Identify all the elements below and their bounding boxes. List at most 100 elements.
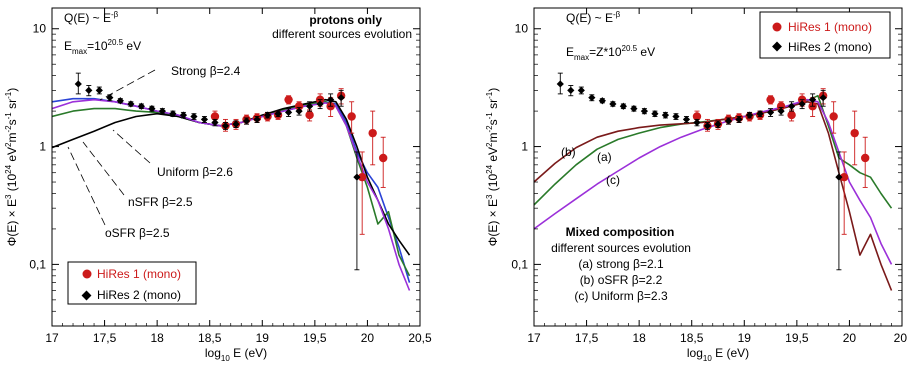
right-point-hires2-10: [661, 111, 670, 119]
left-xtick-label-0: 17: [45, 331, 59, 345]
right-ytick-label-2: 10: [515, 22, 529, 36]
right-note-c: (c) Uniform β=2.3: [574, 289, 668, 303]
legend-label-hires2-r: HiRes 2 (mono): [788, 40, 872, 54]
left-point-hires1-15: [368, 128, 377, 138]
left-point-hires2-25: [337, 94, 345, 102]
left-point-hires2-3: [106, 94, 114, 102]
right-plot-marks: [534, 72, 893, 291]
left-xtick-label-7: 20,5: [408, 331, 432, 345]
right-y-axis-title: Φ(E) × E3 (1024 eV2m-2s-1 sr-1): [485, 88, 500, 246]
pointer-uniform: [112, 129, 151, 164]
left-point-hires2-8: [158, 107, 166, 115]
right-plot-frame: [533, 7, 903, 327]
left-point-hires1-13: [347, 112, 356, 121]
right-xtick-label-6: 20: [843, 331, 857, 345]
right-point-hires2-12: [682, 115, 691, 124]
left-point-hires2-24: [327, 96, 335, 104]
left-point-hires2-20: [284, 108, 293, 116]
right-point-hires2-26: [835, 173, 843, 181]
pointer-osfr: [67, 146, 106, 226]
left-curve-1: [52, 101, 411, 277]
right-point-hires2-5: [609, 100, 617, 108]
right-point-hires1-7: [766, 95, 775, 104]
curve-label-strong: Strong β=2.4: [171, 64, 241, 78]
left-plot-frame: [51, 7, 421, 327]
right-heading: Mixed composition: [566, 225, 675, 239]
left-point-hires1-14: [357, 172, 367, 182]
curve-label-nsfr: nSFR β=2.5: [128, 195, 193, 209]
right-xtick-label-2: 18: [632, 331, 646, 345]
left-xtick-label-1: 17,5: [93, 331, 117, 345]
left-emax: Emax=1020.5 eV: [64, 38, 141, 56]
right-clipped-marks: [534, 72, 893, 291]
left-point-hires2-23: [316, 100, 324, 108]
legend-marker-hires1-r: [772, 22, 782, 32]
left-point-hires2-1: [85, 86, 93, 94]
right-legend-box: [759, 11, 891, 59]
right-point-hires2-2: [577, 86, 585, 94]
left-point-hires1-8: [294, 102, 304, 111]
right-point-hires2-25: [819, 94, 827, 102]
right-point-hires1-15: [850, 128, 859, 138]
curve-tag-c: (c): [606, 173, 620, 187]
left-point-hires2-13: [211, 118, 219, 127]
left-x-axis-title: log10 E (eV): [205, 346, 267, 363]
right-note-b: (b) oSFR β=2.2: [580, 273, 663, 287]
right-point-hires1-9: [787, 110, 796, 120]
right-point-hires1-16: [861, 153, 870, 163]
legend-label-hires1-r: HiRes 1 (mono): [788, 20, 872, 34]
left-point-hires1-7: [284, 95, 293, 104]
left-xtick-label-4: 19: [256, 331, 270, 345]
right-formula: Q(E) ~ E-β: [566, 10, 621, 25]
right-xtick-label-4: 19: [738, 331, 752, 345]
right-point-hires2-19: [756, 110, 764, 118]
right-point-hires2-13: [693, 118, 701, 127]
right-x-axis-title: log10 E (eV): [687, 346, 749, 363]
right-point-hires2-6: [619, 102, 627, 110]
legend-label-hires1: HiRes 1 (mono): [97, 267, 181, 281]
left-point-hires1-16: [379, 153, 388, 163]
right-point-hires2-4: [598, 97, 606, 105]
left-xtick-label-5: 19,5: [303, 331, 327, 345]
left-point-hires2-18: [263, 111, 272, 119]
legend-marker-hires1: [82, 269, 92, 279]
left-point-hires2-21: [295, 107, 303, 115]
left-point-hires2-7: [148, 105, 156, 113]
right-ytick-label-0: 0,1: [511, 257, 528, 271]
left-point-hires2-17: [253, 115, 261, 124]
left-ytick-label-0: 0,1: [29, 257, 46, 271]
legend-label-hires2: HiRes 2 (mono): [97, 288, 181, 302]
right-axes: 17 17,5 18 18,5 19 19,5 20 20, 0,1 1 10: [511, 8, 908, 345]
right-legend: HiRes 1 (mono) HiRes 2 (mono): [759, 11, 891, 59]
left-point-hires2-16: [242, 117, 251, 125]
left-legend: HiRes 1 (mono) HiRes 2 (mono): [67, 261, 197, 305]
left-xtick-label-3: 18,5: [198, 331, 222, 345]
right-point-hires1-14: [839, 172, 849, 182]
curve-label-uniform: Uniform β=2.6: [157, 165, 233, 179]
left-point-hires2-22: [306, 102, 314, 110]
legend-marker-hires2-r: [772, 41, 782, 52]
pointer-nsfr: [82, 141, 125, 196]
right-xtick-label-0: 17: [527, 331, 541, 345]
right-point-hires2-22: [788, 102, 796, 110]
right-ytick-label-1: 1: [521, 140, 528, 154]
right-point-hires2-1: [567, 86, 575, 94]
right-point-hires2-8: [640, 107, 648, 115]
left-ytick-label-1: 1: [39, 140, 46, 154]
left-point-hires2-5: [127, 100, 135, 108]
right-note-a: (a) strong β=2.1: [578, 257, 664, 271]
right-point-hires1-13: [829, 112, 838, 121]
left-point-hires2-6: [137, 102, 145, 110]
left-xtick-label-2: 18: [150, 331, 164, 345]
left-point-hires2-15: [232, 120, 240, 128]
left-clipped-marks: [52, 72, 411, 291]
right-point-hires2-23: [798, 100, 806, 108]
left-point-hires1-0: [210, 112, 220, 121]
left-axes: 17 17,5 18 18,5 19 19,5 20 20,5 0,1 1 10: [29, 8, 432, 345]
pointer-strong: [99, 69, 156, 101]
left-point-hires2-19: [274, 110, 282, 118]
left-point-hires2-4: [116, 97, 124, 105]
right-point-hires2-11: [672, 112, 680, 121]
left-point-hires2-11: [190, 112, 198, 121]
